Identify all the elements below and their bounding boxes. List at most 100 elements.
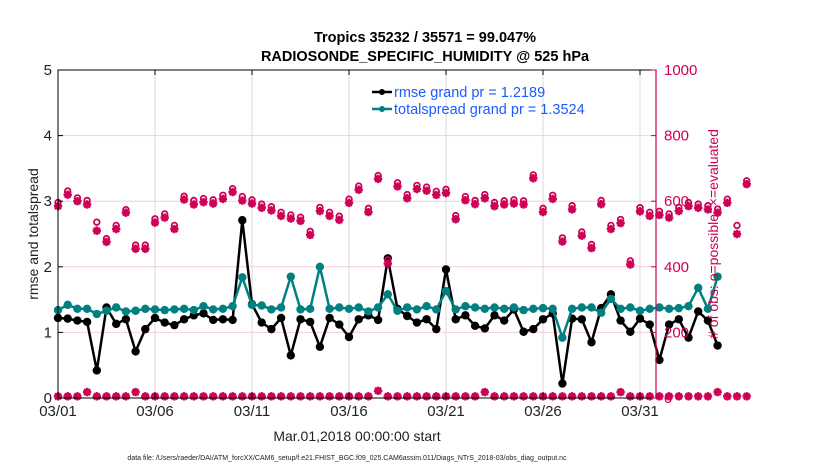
y2-tick-label: 200 [664, 324, 689, 341]
point-totalspread [209, 305, 218, 314]
point-rmse [441, 265, 451, 274]
point-rmse [645, 320, 654, 329]
point-obs_possible_low [558, 392, 567, 401]
point-obs_possible_low [286, 392, 295, 401]
point-obs_evaluated [257, 203, 266, 212]
point-rmse [587, 338, 596, 347]
point-obs_evaluated [276, 211, 286, 221]
point-obs_possible_low [267, 392, 276, 401]
point-obs_possible_low [276, 392, 286, 401]
point-obs_evaluated [519, 200, 528, 209]
point-rmse [412, 318, 422, 327]
point-obs_evaluated [645, 211, 654, 221]
point-rmse [141, 324, 150, 334]
point-obs_evaluated [635, 207, 645, 216]
point-obs_possible_low [403, 392, 412, 401]
x-tick-label: 03/01 [39, 403, 77, 420]
point-obs_evaluated [606, 224, 616, 234]
point-totalspread [451, 305, 460, 314]
point-obs_possible_low [112, 392, 121, 401]
point-totalspread [412, 305, 422, 314]
point-obs_evaluated [509, 199, 519, 208]
point-obs_evaluated [199, 197, 208, 207]
point-obs_evaluated [529, 174, 538, 183]
y-tick-label: 4 [44, 128, 52, 145]
point-obs_evaluated [432, 190, 441, 200]
point-totalspread [597, 308, 606, 317]
point-obs_possible_low [63, 392, 72, 401]
point-rmse [626, 327, 635, 336]
point-obs_possible_low [732, 392, 742, 401]
y2-tick-label: 600 [664, 193, 689, 210]
point-totalspread [373, 303, 383, 312]
point-obs_possible_low [373, 386, 383, 395]
point-obs_evaluated [538, 207, 548, 217]
point-obs_possible_low [209, 392, 218, 401]
point-obs_evaluated [335, 215, 344, 225]
y-tick-label: 5 [44, 62, 52, 79]
x-tick-label: 03/16 [330, 403, 368, 420]
y-tick-label: 1 [44, 324, 52, 341]
point-obs_evaluated [393, 182, 402, 191]
point-obs_evaluated [616, 218, 625, 228]
footnote-data-file: data file: /Users/raeder/DAI/ATM_forcXX/… [127, 455, 567, 462]
point-totalspread [112, 303, 121, 312]
point-obs_possible_low [306, 392, 315, 401]
point-rmse [635, 314, 645, 323]
point-obs_evaluated [461, 196, 470, 205]
point-rmse [276, 313, 286, 323]
point-obs_evaluated [141, 244, 150, 253]
point-obs_evaluated [150, 218, 160, 227]
point-totalspread [703, 304, 713, 313]
point-obs_possible_low [335, 392, 344, 401]
point-obs_evaluated [315, 206, 325, 216]
point-rmse [209, 315, 218, 325]
point-totalspread [82, 304, 92, 313]
point-obs_possible_low [218, 392, 228, 401]
point-obs_evaluated [732, 229, 742, 239]
point-totalspread [558, 333, 567, 342]
y2-axis-label: # of obs: o=possible; ×=evaluated [705, 129, 721, 339]
y2-tick-label: 0 [664, 390, 672, 407]
point-totalspread [63, 300, 72, 310]
point-obs_evaluated [587, 243, 596, 253]
point-totalspread [306, 304, 315, 313]
point-totalspread [228, 301, 237, 311]
point-totalspread [131, 306, 140, 315]
point-totalspread [73, 304, 82, 313]
point-obs_possible_low [664, 392, 674, 401]
point-obs_possible_low [500, 392, 509, 401]
point-obs_evaluated [451, 215, 460, 224]
point-obs_evaluated [713, 208, 722, 217]
point-obs_evaluated [325, 211, 334, 221]
point-rmse [664, 320, 674, 329]
point-obs_possible_low [257, 392, 266, 401]
point-obs_evaluated [189, 200, 198, 209]
point-obs_possible_low [325, 392, 334, 401]
point-obs_possible_low [160, 392, 169, 401]
point-obs_possible_low [684, 392, 693, 401]
point-totalspread [383, 290, 392, 299]
point-obs_possible_low [703, 392, 713, 401]
point-obs_possible_low [393, 392, 402, 401]
grid [58, 70, 656, 398]
point-totalspread [393, 306, 402, 315]
point-rmse [529, 324, 538, 334]
point-obs_evaluated [344, 198, 354, 208]
point-totalspread [470, 303, 480, 312]
point-obs_evaluated [306, 230, 315, 240]
x-axis-label: Mar.01,2018 00:00:00 start [273, 428, 440, 444]
point-obs_evaluated [218, 194, 228, 204]
point-totalspread [267, 305, 276, 314]
point-obs_evaluated [548, 194, 557, 204]
point-obs_evaluated [286, 214, 295, 223]
point-obs_possible [93, 218, 101, 226]
point-rmse [354, 315, 363, 324]
point-rmse [480, 324, 489, 333]
point-obs_evaluated [422, 186, 431, 195]
point-obs_possible_low [179, 392, 189, 401]
point-totalspread [276, 303, 286, 312]
point-obs_possible_low [296, 392, 305, 401]
point-rmse [461, 311, 470, 320]
point-obs_evaluated [354, 185, 363, 194]
